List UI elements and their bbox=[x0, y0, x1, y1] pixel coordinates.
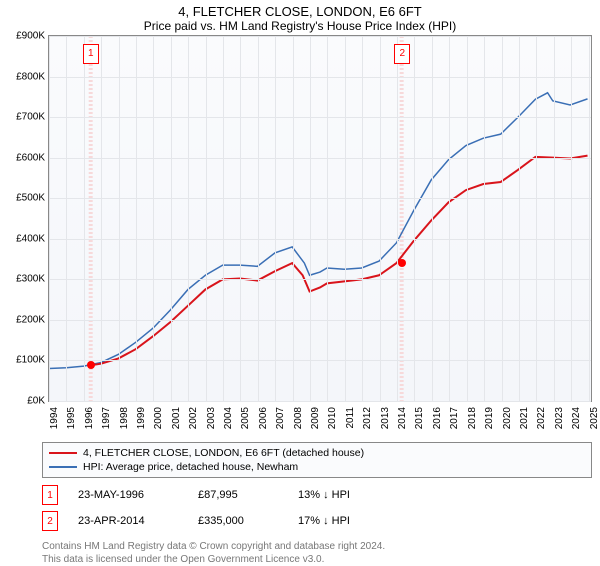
chart-title: 4, FLETCHER CLOSE, LONDON, E6 6FT bbox=[0, 4, 600, 19]
legend-swatch bbox=[49, 452, 77, 454]
y-tick: £900K bbox=[1, 31, 45, 42]
transaction-marker: 1 bbox=[42, 485, 58, 505]
transaction-date: 23-APR-2014 bbox=[78, 515, 178, 527]
sale-marker-box: 2 bbox=[394, 44, 410, 64]
y-tick: £800K bbox=[1, 71, 45, 82]
transactions-list: 1 23-MAY-1996 £87,995 13% ↓ HPI 2 23-APR-2014… bbox=[42, 482, 592, 534]
legend-label: 4, FLETCHER CLOSE, LONDON, E6 6FT (detac… bbox=[83, 447, 364, 459]
transaction-date: 23-MAY-1996 bbox=[78, 489, 178, 501]
y-tick: £200K bbox=[1, 314, 45, 325]
sale-marker-dot bbox=[87, 361, 95, 369]
y-tick: £400K bbox=[1, 233, 45, 244]
copyright-line1: Contains HM Land Registry data © Crown c… bbox=[42, 540, 592, 553]
legend-item: HPI: Average price, detached house, Newh… bbox=[49, 460, 585, 474]
transaction-marker: 2 bbox=[42, 511, 58, 531]
price-chart: £0K£100K£200K£300K£400K£500K£600K£700K£8… bbox=[48, 35, 592, 402]
transaction-row: 2 23-APR-2014 £335,000 17% ↓ HPI bbox=[42, 508, 592, 534]
y-tick: £300K bbox=[1, 274, 45, 285]
transaction-row: 1 23-MAY-1996 £87,995 13% ↓ HPI bbox=[42, 482, 592, 508]
y-tick: £0K bbox=[1, 396, 45, 407]
legend-swatch bbox=[49, 466, 77, 468]
y-tick: £700K bbox=[1, 112, 45, 123]
legend-label: HPI: Average price, detached house, Newh… bbox=[83, 461, 298, 473]
y-tick: £600K bbox=[1, 152, 45, 163]
chart-subtitle: Price paid vs. HM Land Registry's House … bbox=[0, 19, 600, 33]
legend: 4, FLETCHER CLOSE, LONDON, E6 6FT (detac… bbox=[42, 442, 592, 478]
transaction-price: £87,995 bbox=[198, 489, 278, 501]
transaction-price: £335,000 bbox=[198, 515, 278, 527]
legend-item: 4, FLETCHER CLOSE, LONDON, E6 6FT (detac… bbox=[49, 446, 585, 460]
transaction-diff: 13% ↓ HPI bbox=[298, 489, 350, 501]
sale-marker-box: 1 bbox=[83, 44, 99, 64]
sale-marker-dot bbox=[398, 259, 406, 267]
y-tick: £500K bbox=[1, 193, 45, 204]
copyright: Contains HM Land Registry data © Crown c… bbox=[42, 540, 592, 566]
transaction-diff: 17% ↓ HPI bbox=[298, 515, 350, 527]
y-tick: £100K bbox=[1, 355, 45, 366]
